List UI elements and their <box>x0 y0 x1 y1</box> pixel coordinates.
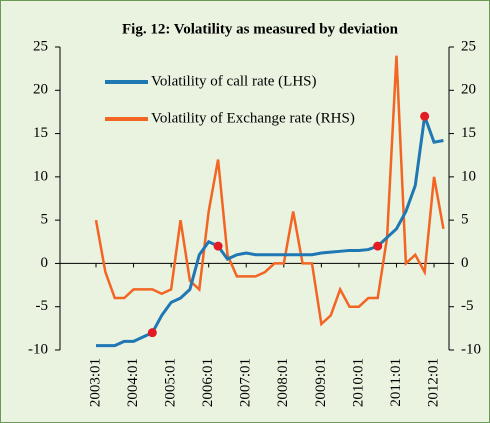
highlight-dot <box>147 328 157 338</box>
y2-tick-label: 25 <box>461 38 476 54</box>
y2-tick-label: -10 <box>461 341 481 357</box>
x-tick-label: 2010:01 <box>350 358 366 407</box>
y-tick-label: 25 <box>33 38 48 54</box>
y-tick-label: 20 <box>33 82 48 98</box>
y-tick-label: -5 <box>36 298 49 314</box>
x-tick-label: 2004:01 <box>125 358 141 407</box>
x-tick-label: 2009:01 <box>313 358 329 407</box>
y-tick-label: 15 <box>33 125 48 141</box>
y2-tick-label: 15 <box>461 125 476 141</box>
highlight-dot <box>420 111 430 121</box>
series-line <box>94 55 445 327</box>
y2-tick-label: 5 <box>461 212 469 228</box>
y-tick-label: 5 <box>41 212 49 228</box>
legend-label: Volatility of call rate (LHS) <box>151 73 317 89</box>
y2-tick-label: 20 <box>461 82 476 98</box>
chart-title: Fig. 12: Volatility as measured by devia… <box>122 21 399 37</box>
legend-label: Volatility of Exchange rate (RHS) <box>151 110 355 126</box>
y-tick-label: 10 <box>33 168 48 184</box>
y2-tick-label: 10 <box>461 168 476 184</box>
x-tick-label: 2006:01 <box>200 358 216 407</box>
highlight-dot <box>213 241 223 251</box>
x-tick-label: 2008:01 <box>275 358 291 407</box>
highlight-dot <box>373 241 383 251</box>
x-tick-label: 2007:01 <box>238 358 254 407</box>
x-tick-label: 2003:01 <box>87 358 103 407</box>
y2-tick-label: -5 <box>461 298 474 314</box>
y2-tick-label: 0 <box>461 255 469 271</box>
y-tick-label: 0 <box>41 255 49 271</box>
y-tick-label: -10 <box>28 341 48 357</box>
x-tick-label: 2012:01 <box>425 358 441 407</box>
x-tick-label: 2005:01 <box>163 358 179 407</box>
x-tick-label: 2011:01 <box>388 358 404 407</box>
